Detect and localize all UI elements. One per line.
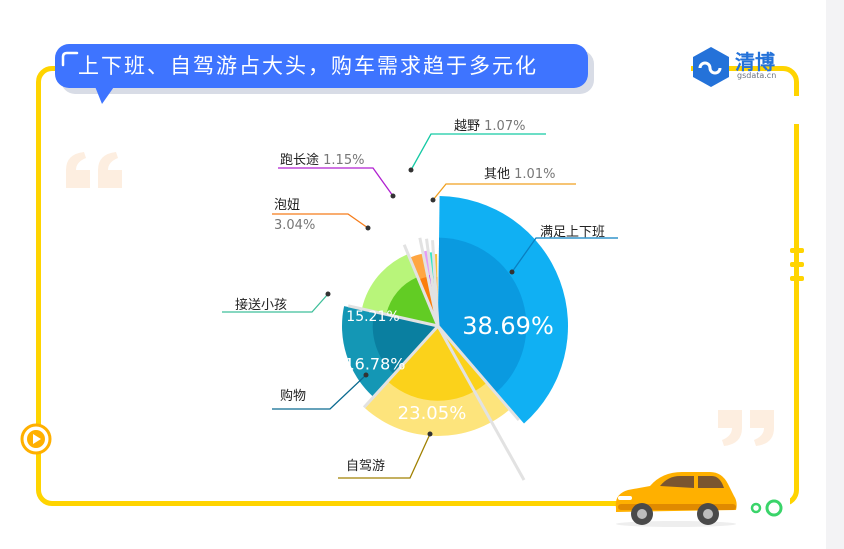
slice-category-label: 跑长途 1.15% bbox=[280, 152, 364, 168]
callout-line bbox=[278, 167, 394, 197]
close-quote-icon bbox=[718, 410, 774, 446]
callout-dot bbox=[430, 197, 436, 203]
slice-category-label: 其他 1.01% bbox=[484, 167, 555, 182]
callout-line bbox=[432, 183, 576, 201]
pie-separator bbox=[347, 304, 439, 328]
pie-slice-inner bbox=[438, 237, 527, 393]
slice-value-label: 23.05% bbox=[398, 403, 467, 424]
slice-value-label: 38.69% bbox=[462, 312, 554, 340]
brand-name: 清博 bbox=[735, 50, 775, 74]
frame-gap-top bbox=[593, 60, 691, 74]
slice-percent-label: 1.01% bbox=[510, 167, 555, 182]
callout-line bbox=[410, 133, 546, 171]
slice-category-label: 越野 1.07% bbox=[454, 119, 525, 134]
callout-dot bbox=[509, 269, 515, 275]
callout-dot bbox=[390, 193, 396, 199]
decor-dots-icon bbox=[750, 499, 783, 517]
slice-percent-label: 1.15% bbox=[319, 153, 364, 168]
page-title: 上下班、自驾游占大头，购车需求趋于多元化 bbox=[78, 54, 538, 78]
pie-separator bbox=[436, 325, 521, 421]
title-bracket-icon bbox=[61, 51, 79, 67]
frame-dash bbox=[82, 501, 92, 505]
slice-value-label: 16.78% bbox=[344, 355, 405, 374]
callout-dot bbox=[408, 167, 414, 173]
callout-line bbox=[222, 293, 329, 313]
title-banner bbox=[55, 44, 588, 88]
open-quote-icon bbox=[66, 152, 122, 188]
slice-percent-label: 3.04% bbox=[274, 218, 315, 233]
slice-category-label: 满足上下班 bbox=[540, 225, 605, 240]
pie-separator bbox=[431, 240, 440, 327]
slice-category-label: 购物 bbox=[280, 388, 306, 404]
slice-category-label: 自驾游 bbox=[346, 459, 385, 474]
callout-dot bbox=[325, 291, 331, 297]
callout-line bbox=[272, 213, 369, 229]
pie-slice-inner bbox=[388, 326, 487, 401]
frame-tick bbox=[790, 262, 804, 267]
slice-category-label: 泡妞 3.04% bbox=[274, 198, 315, 233]
pie-slice-inner bbox=[372, 312, 438, 374]
pie-separator bbox=[402, 244, 440, 327]
callout-dot bbox=[427, 431, 433, 437]
play-icon[interactable] bbox=[20, 423, 52, 455]
right-margin-band bbox=[826, 0, 844, 549]
pie-separator bbox=[362, 324, 440, 409]
callout-line bbox=[338, 433, 431, 479]
brand-logo-icon bbox=[693, 47, 729, 87]
callout-line bbox=[511, 237, 618, 273]
brand-url: gsdata.cn bbox=[737, 71, 777, 80]
frame-dash bbox=[97, 501, 107, 505]
callout-dot bbox=[365, 225, 371, 231]
callout-dot bbox=[363, 372, 369, 378]
frame-tick bbox=[790, 248, 804, 253]
title-banner-tail bbox=[94, 84, 116, 104]
pie-slice-inner bbox=[386, 277, 438, 326]
callout-line bbox=[272, 374, 367, 410]
frame-gap-right bbox=[792, 96, 806, 124]
slice-value-label: 15.21% bbox=[346, 309, 399, 325]
frame-tick bbox=[790, 276, 804, 281]
slice-percent-label: 1.07% bbox=[480, 119, 525, 134]
car-icon bbox=[615, 472, 737, 527]
frame-dash bbox=[127, 501, 137, 505]
pie-separator bbox=[436, 325, 526, 481]
frame-dash bbox=[112, 501, 122, 505]
slice-category-label: 接送小孩 bbox=[235, 297, 287, 313]
